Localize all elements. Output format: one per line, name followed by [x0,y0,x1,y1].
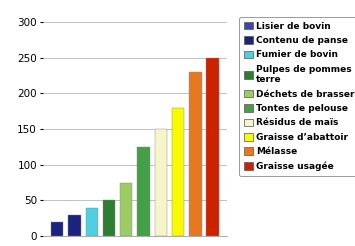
Bar [68,215,81,236]
Bar [86,208,98,236]
Bar [103,200,115,236]
Bar [137,147,150,236]
Bar [172,108,184,236]
Bar [189,72,202,236]
Bar [51,222,64,236]
Legend: Lisier de bovin, Contenu de panse, Fumier de bovin, Pulpes de pommes de
terre, D: Lisier de bovin, Contenu de panse, Fumie… [239,17,355,176]
Bar [154,129,167,236]
Bar [206,58,219,236]
Bar [120,183,132,236]
